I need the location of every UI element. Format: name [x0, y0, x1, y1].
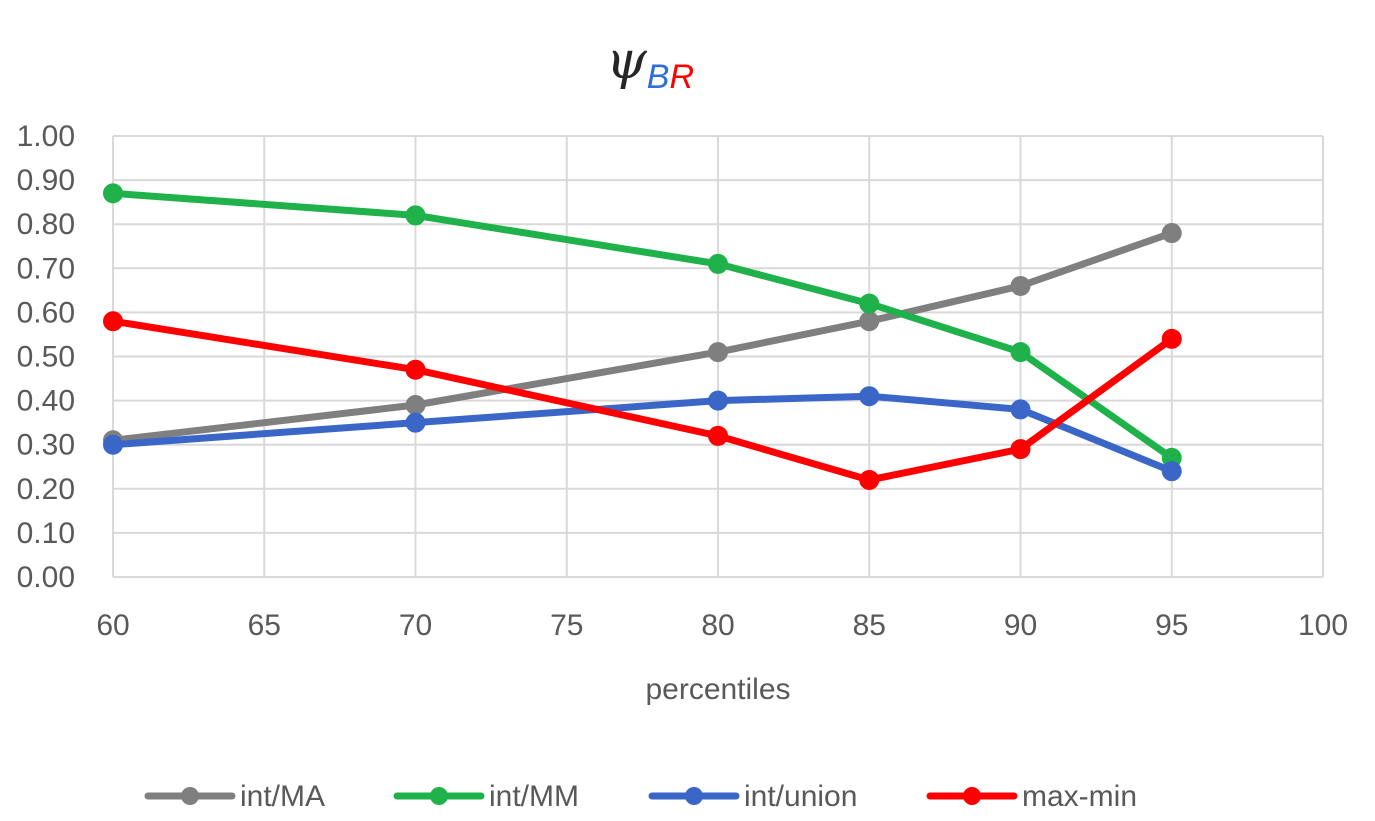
- x-tick-label: 85: [853, 609, 886, 642]
- legend-item: int/union: [648, 780, 857, 813]
- legend-swatch-marker: [181, 787, 199, 805]
- x-tick-label: 95: [1155, 609, 1188, 642]
- data-point: [103, 183, 123, 204]
- data-point: [1010, 275, 1031, 296]
- data-point: [1010, 399, 1031, 420]
- data-point: [405, 412, 426, 433]
- x-axis-title: percentiles: [645, 673, 790, 706]
- data-point: [1161, 223, 1182, 244]
- series-line: [109, 317, 1176, 484]
- x-tick-label: 70: [399, 609, 432, 642]
- legend-swatch-marker: [685, 787, 703, 805]
- legend: int/MA int/MM int/union max-min: [144, 780, 1137, 813]
- y-tick-label: 0.10: [17, 517, 75, 550]
- chart-title-main: ψ: [606, 31, 648, 91]
- y-tick-label: 0.60: [17, 296, 75, 329]
- y-tick-label: 0.40: [17, 385, 75, 418]
- y-tick-label: 0.70: [17, 252, 75, 285]
- data-point: [103, 311, 123, 332]
- x-tick-label: 75: [550, 609, 583, 642]
- x-tick-label: 100: [1298, 609, 1348, 642]
- data-point: [708, 425, 728, 446]
- x-tick-label: 80: [701, 609, 734, 642]
- series-int-union: [103, 386, 1182, 482]
- series-line: [109, 189, 1176, 462]
- data-point: [708, 253, 728, 274]
- legend-item: max-min: [926, 780, 1137, 813]
- x-axis-ticks: 60 65 70 75 80 85 90 95 100: [96, 609, 1348, 642]
- legend-swatch-marker: [430, 787, 448, 805]
- legend-swatch-marker: [963, 787, 981, 805]
- data-point: [859, 469, 880, 490]
- chart-title-sub-b: B: [647, 58, 670, 96]
- data-point: [1010, 439, 1031, 460]
- y-tick-label: 0.00: [17, 561, 75, 594]
- series-line: [109, 392, 1176, 475]
- legend-label: int/MA: [240, 780, 325, 813]
- y-tick-label: 1.00: [17, 120, 75, 153]
- data-point: [859, 386, 880, 407]
- data-point: [405, 359, 426, 380]
- data-point: [103, 434, 123, 455]
- y-tick-label: 0.30: [17, 429, 75, 462]
- x-tick-label: 65: [248, 609, 281, 642]
- data-point: [708, 342, 728, 363]
- data-point: [708, 390, 728, 411]
- legend-label: int/MM: [489, 780, 579, 813]
- series-group: [103, 183, 1182, 490]
- y-axis-ticks: 0.00 0.10 0.20 0.30 0.40 0.50 0.60 0.70 0.80 0.90…: [17, 120, 75, 594]
- data-point: [1161, 461, 1182, 482]
- legend-item: int/MA: [144, 780, 325, 813]
- data-point: [859, 293, 880, 314]
- data-point: [405, 205, 426, 226]
- data-point: [405, 395, 426, 416]
- x-tick-label: 60: [96, 609, 129, 642]
- data-point: [1161, 328, 1182, 349]
- data-point: [1010, 342, 1031, 363]
- legend-label: int/union: [744, 780, 857, 813]
- series-max-min: [103, 311, 1182, 490]
- y-tick-label: 0.80: [17, 208, 75, 241]
- chart-title: ψBR: [606, 31, 694, 96]
- legend-item: int/MM: [393, 780, 579, 813]
- series-line: [109, 229, 1176, 444]
- y-tick-label: 0.20: [17, 473, 75, 506]
- chart-title-sub-r: R: [669, 58, 694, 96]
- data-point: [859, 311, 880, 332]
- legend-label: max-min: [1022, 780, 1137, 813]
- y-tick-label: 0.50: [17, 341, 75, 374]
- y-tick-label: 0.90: [17, 164, 75, 197]
- x-tick-label: 90: [1004, 609, 1037, 642]
